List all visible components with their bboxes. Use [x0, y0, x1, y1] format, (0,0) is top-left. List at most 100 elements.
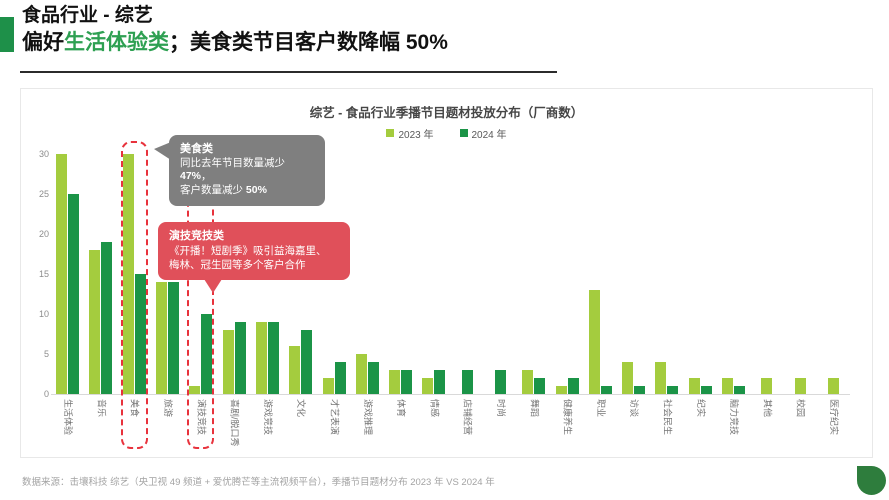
bar: [301, 330, 313, 394]
x-label-cell: 校园: [784, 395, 817, 459]
bar: [367, 362, 379, 394]
bar: [461, 370, 473, 394]
x-label-cell: 职业: [584, 395, 617, 459]
bar: [761, 378, 773, 394]
bar: [168, 282, 180, 394]
x-label: 访谈: [629, 399, 640, 418]
x-label: 校园: [795, 399, 806, 418]
x-label: 才艺表演: [329, 399, 340, 436]
x-label-cell: 健康养生: [550, 395, 583, 459]
y-tick-label: 20: [38, 229, 49, 239]
x-label: 情感: [429, 399, 440, 418]
y-tick-label: 15: [38, 269, 49, 279]
y-axis: 0 5 10 15 20 25 30: [27, 149, 51, 399]
bar-group: [684, 154, 717, 394]
x-label: 脑力竞技: [729, 399, 740, 436]
chart-card: 综艺 - 食品行业季播节目题材投放分布（厂商数） 2023 年 2024 年 0 5…: [20, 88, 873, 458]
subtitle-prefix: 偏好: [22, 30, 64, 54]
callout-title: 演技竞技类: [169, 230, 224, 242]
x-label-cell: 游戏推理: [351, 395, 384, 459]
y-tick-label: 25: [38, 189, 49, 199]
y-tick-label: 0: [43, 389, 49, 399]
x-label-cell: 纪实: [684, 395, 717, 459]
bar: [322, 378, 334, 394]
bar-group: [784, 154, 817, 394]
y-tick-label: 5: [43, 349, 49, 359]
bar-group: [184, 154, 217, 394]
chart-area: 0 5 10 15 20 25 30 生活体验 音乐 美食 旅游 演技竞技 喜剧/脱口秀 游戏竞技 文化 才…: [27, 141, 850, 459]
green-accent-bar: [0, 17, 14, 52]
x-label-cell: 访谈: [617, 395, 650, 459]
x-label-cell: 生活体验: [51, 395, 84, 459]
bar: [156, 282, 168, 394]
x-label-cell: 店铺经营: [451, 395, 484, 459]
callout-title: 美食类: [180, 143, 213, 155]
bar-group: [284, 154, 317, 394]
bar: [222, 330, 234, 394]
legend-item: 2024 年: [459, 126, 507, 141]
x-label: 体育: [396, 399, 407, 418]
bar: [389, 370, 401, 394]
slide-header: 食品行业 - 综艺 偏好生活体验类；美食类节目客户数降幅 50%: [22, 3, 448, 56]
x-label-cell: 文化: [284, 395, 317, 459]
bar: [688, 378, 700, 394]
page-subtitle: 偏好生活体验类；美食类节目客户数降幅 50%: [22, 29, 448, 56]
legend-swatch-icon: [459, 129, 468, 137]
bar: [234, 322, 246, 394]
bar: [89, 250, 101, 394]
x-label: 生活体验: [63, 399, 74, 436]
bar: [622, 362, 634, 394]
x-label: 文化: [296, 399, 307, 418]
x-label-cell: 舞蹈: [517, 395, 550, 459]
bar: [122, 154, 134, 394]
bar-group: [484, 154, 517, 394]
bar: [722, 378, 734, 394]
bar: [794, 378, 806, 394]
legend-item: 2023 年: [386, 126, 434, 141]
bar: [700, 386, 712, 394]
bar: [567, 378, 579, 394]
bar: [634, 386, 646, 394]
x-label-cell: 情感: [417, 395, 450, 459]
bar: [101, 242, 113, 394]
bar: [667, 386, 679, 394]
x-label: 店铺经营: [462, 399, 473, 436]
bar: [422, 378, 434, 394]
bar-group: [251, 154, 284, 394]
bar: [588, 290, 600, 394]
bar: [401, 370, 413, 394]
bar-group: [817, 154, 850, 394]
bar: [434, 370, 446, 394]
bar-group: [550, 154, 583, 394]
callout-pointer-down: [204, 279, 222, 294]
x-label-cell: 脑力竞技: [717, 395, 750, 459]
x-label-cell: 社会民生: [650, 395, 683, 459]
y-tick-label: 10: [38, 309, 49, 319]
x-label: 纪实: [695, 399, 706, 418]
x-label: 旅游: [163, 399, 174, 418]
bar-group: [451, 154, 484, 394]
bar: [555, 386, 567, 394]
bar: [56, 154, 68, 394]
x-labels-row: 生活体验 音乐 美食 旅游 演技竞技 喜剧/脱口秀 游戏竞技 文化 才艺表演 游戏推理 体育 情感 店铺…: [51, 395, 850, 459]
page-title: 食品行业 - 综艺: [22, 5, 153, 26]
x-label: 喜剧/脱口秀: [229, 399, 240, 447]
data-source-note: 数据来源：击壤科技 综艺（央卫视 49 频道 + 爱优腾芒等主流视频平台），季播…: [22, 477, 495, 488]
bar: [734, 386, 746, 394]
x-label: 游戏推理: [362, 399, 373, 436]
y-tick-label: 30: [38, 149, 49, 159]
x-label: 时尚: [496, 399, 506, 418]
bars-row: [51, 154, 850, 395]
title-divider: [20, 71, 557, 73]
legend-swatch-icon: [386, 129, 395, 137]
subtitle-rest: ；美食类节目客户数降幅 50%: [169, 30, 448, 54]
bar-group: [750, 154, 783, 394]
bar: [495, 370, 506, 394]
bar-group: [51, 154, 84, 394]
x-label-cell: 美食: [118, 395, 151, 459]
bar-group: [217, 154, 250, 394]
bar-group: [417, 154, 450, 394]
chart-legend: 2023 年 2024 年: [21, 126, 872, 141]
x-label-cell: 演技竞技: [184, 395, 217, 459]
x-label: 美食: [129, 399, 140, 418]
